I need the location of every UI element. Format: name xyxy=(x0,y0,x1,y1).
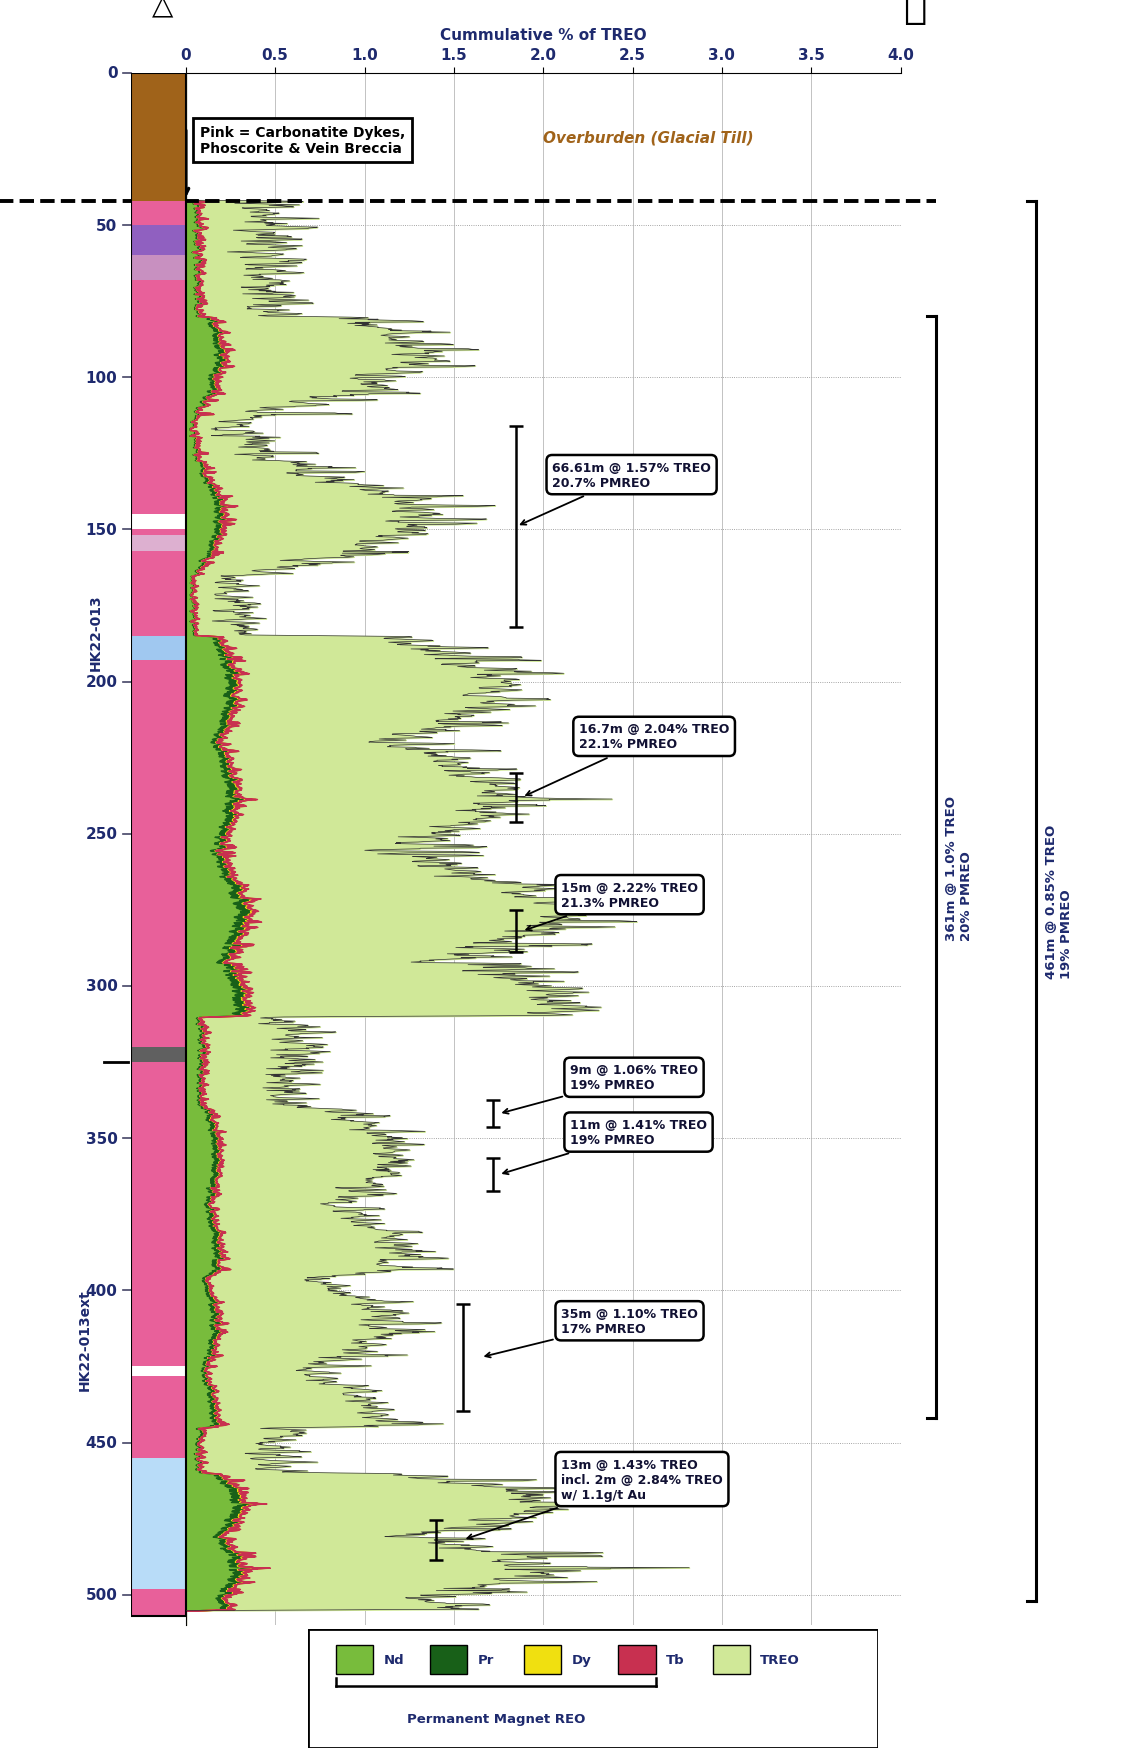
Bar xyxy=(131,1376,186,1458)
Bar xyxy=(131,552,186,636)
Bar xyxy=(131,281,186,302)
Text: 200: 200 xyxy=(86,675,117,691)
Text: 461m @ 0.85% TREO
19% PMREO: 461m @ 0.85% TREO 19% PMREO xyxy=(1045,824,1073,979)
Bar xyxy=(131,1367,186,1376)
Bar xyxy=(131,302,186,515)
Bar xyxy=(431,1645,467,1674)
Bar xyxy=(131,202,186,227)
Text: 400: 400 xyxy=(86,1283,117,1298)
Text: 450: 450 xyxy=(86,1435,117,1450)
Text: 500: 500 xyxy=(86,1587,117,1602)
Text: 150: 150 xyxy=(86,522,117,538)
Bar xyxy=(131,1063,186,1367)
Text: Tb: Tb xyxy=(666,1653,684,1666)
Text: 11m @ 1.41% TREO
19% PMREO: 11m @ 1.41% TREO 19% PMREO xyxy=(503,1119,707,1174)
Text: 9m @ 1.06% TREO
19% PMREO: 9m @ 1.06% TREO 19% PMREO xyxy=(503,1063,698,1114)
Bar xyxy=(131,1458,186,1588)
Text: 35m @ 1.10% TREO
17% PMREO: 35m @ 1.10% TREO 17% PMREO xyxy=(486,1307,698,1358)
Text: 66.61m @ 1.57% TREO
20.7% PMREO: 66.61m @ 1.57% TREO 20.7% PMREO xyxy=(521,462,711,525)
Text: TREO: TREO xyxy=(759,1653,799,1666)
Bar xyxy=(619,1645,656,1674)
Bar xyxy=(712,1645,750,1674)
Bar xyxy=(131,74,186,202)
Bar xyxy=(131,531,186,536)
Text: Pr: Pr xyxy=(478,1653,494,1666)
Bar xyxy=(131,636,186,661)
Text: Dy: Dy xyxy=(572,1653,592,1666)
Text: Nd: Nd xyxy=(383,1653,405,1666)
Bar xyxy=(131,227,186,257)
Text: 300: 300 xyxy=(86,979,117,994)
Text: Permanent Magnet REO: Permanent Magnet REO xyxy=(407,1711,585,1725)
Text: 50: 50 xyxy=(96,218,117,234)
Text: HK22-013: HK22-013 xyxy=(89,594,103,671)
Text: △: △ xyxy=(152,0,173,21)
Text: 361m @ 1.0% TREO
20% PMREO: 361m @ 1.0% TREO 20% PMREO xyxy=(945,796,974,940)
Text: 🌲: 🌲 xyxy=(903,0,927,26)
Text: 13m @ 1.43% TREO
incl. 2m @ 2.84% TREO
w/ 1.1g/t Au: 13m @ 1.43% TREO incl. 2m @ 2.84% TREO w… xyxy=(467,1458,723,1539)
Text: Overburden (Glacial Till): Overburden (Glacial Till) xyxy=(544,130,754,146)
Bar xyxy=(131,1047,186,1063)
Text: Pink = Carbonatite Dykes,
Phoscorite & Vein Breccia: Pink = Carbonatite Dykes, Phoscorite & V… xyxy=(201,127,406,156)
X-axis label: Cummulative % of TREO: Cummulative % of TREO xyxy=(440,28,646,44)
Bar xyxy=(524,1645,562,1674)
Bar xyxy=(131,515,186,531)
Bar xyxy=(131,536,186,552)
Bar xyxy=(131,1588,186,1616)
Text: 250: 250 xyxy=(86,828,117,842)
Text: HK22-013ext: HK22-013ext xyxy=(78,1288,91,1390)
Text: 15m @ 2.22% TREO
21.3% PMREO: 15m @ 2.22% TREO 21.3% PMREO xyxy=(527,882,698,931)
Bar xyxy=(131,257,186,281)
Bar xyxy=(131,661,186,1047)
Text: 16.7m @ 2.04% TREO
22.1% PMREO: 16.7m @ 2.04% TREO 22.1% PMREO xyxy=(527,722,730,796)
Text: 100: 100 xyxy=(86,371,117,385)
Text: 0: 0 xyxy=(107,67,117,81)
Text: 350: 350 xyxy=(86,1132,117,1146)
Bar xyxy=(336,1645,374,1674)
